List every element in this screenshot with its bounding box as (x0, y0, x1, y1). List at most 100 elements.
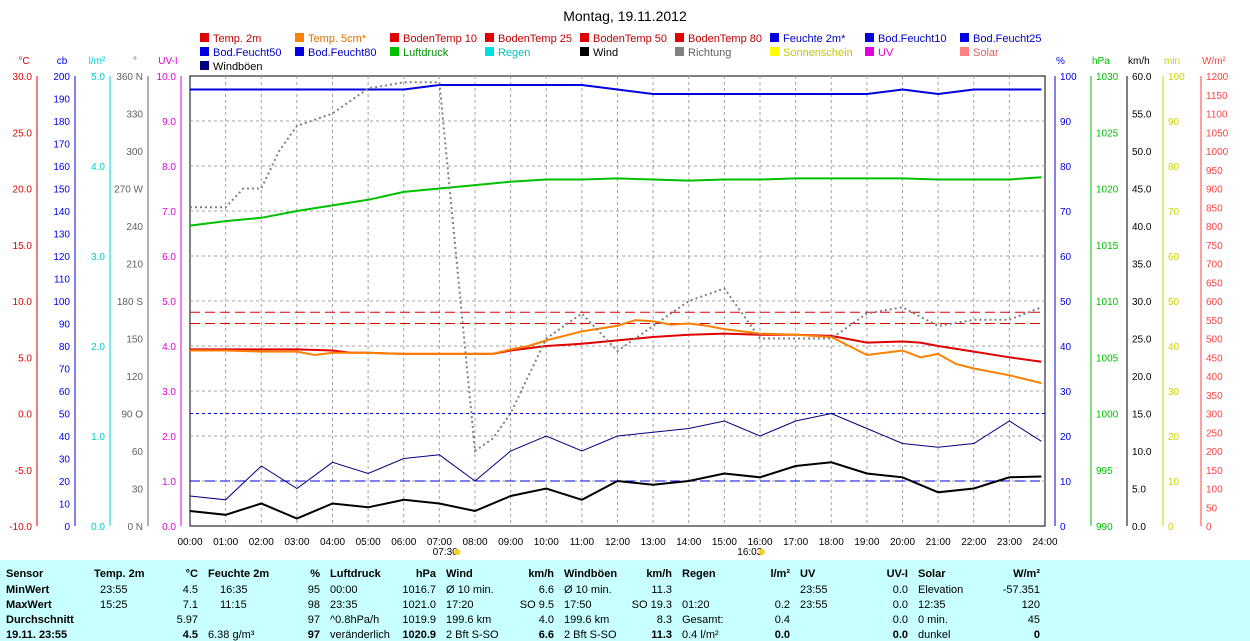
table-cell-value: 0.0 (892, 629, 908, 641)
x-tick-label: 12:00 (605, 537, 630, 548)
left-axis-tick: 20.0 (13, 185, 33, 196)
left-axis-tick: 180 S (117, 297, 143, 308)
left-axis-tick: 50 (59, 410, 71, 421)
right-axis-tick: 30 (1060, 387, 1072, 398)
right-axis-tick: 50 (1206, 503, 1218, 514)
table-cell-value: 0.4 (774, 614, 790, 626)
series-line (189, 461, 1042, 520)
right-axis-tick: 90 (1168, 117, 1180, 128)
table-header: Luftdruck (330, 568, 381, 580)
right-axis-tick: 25.0 (1132, 335, 1152, 346)
left-axis-tick: 180 (53, 117, 70, 128)
legend-label: BodenTemp 50 (593, 33, 667, 45)
right-axis-tick: 100 (1168, 72, 1185, 83)
table-header: Regen (682, 568, 716, 580)
table-cell-value: 1020.9 (402, 629, 436, 641)
table-cell-value: 8.3 (656, 614, 672, 626)
left-axis-tick: 4.0 (162, 342, 176, 353)
left-axis-tick: 150 (126, 335, 143, 346)
left-axis-tick: 60 (132, 447, 144, 458)
legend-swatch (295, 47, 304, 56)
left-axis-tick: 5.0 (91, 72, 105, 83)
table-cell-label: 01:20 (682, 599, 710, 611)
legend-label: Bod.Feucht80 (308, 47, 377, 59)
right-axis-tick: 1100 (1206, 110, 1228, 121)
left-axis-tick: 15.0 (13, 241, 33, 252)
left-axis-tick: 0.0 (162, 522, 176, 533)
left-axis-tick: 60 (59, 387, 71, 398)
table-cell-label: Elevation (918, 584, 964, 596)
right-axis-tick: 100 (1060, 72, 1077, 83)
left-axis-tick: 70 (59, 365, 71, 376)
x-tick-label: 08:00 (462, 537, 487, 548)
summary-table: Sensor Temp. 2m °C Feuchte 2m% Luftdruck hPa W… (0, 560, 1250, 641)
right-axis-tick: 40 (1060, 342, 1072, 353)
table-cell-value: 0.2 (774, 599, 790, 611)
left-axis-tick: 150 (53, 185, 70, 196)
right-axis-tick: 50 (1060, 297, 1072, 308)
right-axis-tick: 450 (1206, 353, 1223, 364)
legend-swatch (770, 47, 779, 56)
left-axis-tick: 2.0 (162, 432, 176, 443)
table-cell-value: 7.1 (182, 599, 198, 611)
left-axis-tick: 30 (132, 485, 144, 496)
legend-swatch (200, 61, 209, 70)
table-cell-label: 2 Bft S-SO (564, 629, 617, 641)
right-axis-tick: 70 (1168, 207, 1180, 218)
table-cell-label: 23:55 (100, 584, 128, 596)
left-axis-tick: 120 (53, 252, 70, 263)
right-axis-tick: 1025 (1096, 128, 1119, 139)
table-cell-value: 1016.7 (402, 584, 436, 596)
right-axis-tick: 70 (1060, 207, 1072, 218)
left-axis-unit: cb (57, 56, 68, 67)
legend-label: Temp. 5cm* (308, 33, 367, 45)
table-row-label: MinWert (6, 584, 50, 596)
table-cell-value: 97 (307, 629, 320, 641)
table-header-unit: W/m² (1013, 568, 1040, 580)
table-header-unit: % (310, 568, 320, 580)
legend-label: BodenTemp 25 (498, 33, 572, 45)
right-axis-tick: 500 (1206, 335, 1223, 346)
left-axis-tick: 0.0 (18, 410, 32, 421)
left-axis-tick: 140 (53, 207, 70, 218)
left-axis-tick: 200 (53, 72, 70, 83)
x-tick-label: 23:00 (997, 537, 1022, 548)
x-tick-label: 20:00 (890, 537, 915, 548)
legend-label: BodenTemp 10 (403, 33, 477, 45)
left-axis-tick: 330 (126, 110, 143, 121)
left-axis-tick: 80 (59, 342, 71, 353)
right-axis-tick: 40 (1168, 342, 1180, 353)
left-axis-tick: 0 N (127, 522, 143, 533)
table-header-unit: UV-I (886, 568, 908, 580)
table-cell-value: 6.6 (538, 629, 554, 641)
left-axis-unit: °C (18, 56, 29, 67)
table-header-unit: hPa (415, 568, 436, 580)
left-axis-tick: 8.0 (162, 162, 176, 173)
table-cell-label: dunkel (918, 629, 951, 641)
table-cell-label: 00:00 (330, 584, 358, 596)
right-axis-tick: 1010 (1096, 297, 1119, 308)
right-axis-tick: 850 (1206, 203, 1223, 214)
series-line (190, 81, 1042, 453)
table-header: Solar (918, 568, 946, 580)
legend-swatch (485, 47, 494, 56)
right-axis-tick: 60.0 (1132, 72, 1152, 83)
table-header-unit: °C (185, 568, 198, 580)
right-axis-tick: 650 (1206, 278, 1223, 289)
table-cell-value: SO 19.3 (631, 599, 672, 611)
left-axis-tick: 3.0 (91, 252, 105, 263)
table-cell-value: 4.0 (538, 614, 554, 626)
table-cell-label: 23:55 (800, 584, 828, 596)
left-axis-tick: 130 (53, 230, 70, 241)
table-cell-label: 23:55 (800, 599, 828, 611)
right-axis-tick: 1200 (1206, 72, 1229, 83)
right-axis-tick: 50 (1168, 297, 1180, 308)
legend-label: Richtung (688, 47, 731, 59)
table-cell-value: 0.0 (892, 584, 908, 596)
legend-label: Luftdruck (403, 47, 449, 59)
table-cell-label: 17:20 (446, 599, 474, 611)
right-axis-tick: 1050 (1206, 128, 1229, 139)
right-axis-tick: 10 (1168, 477, 1180, 488)
table-cell-label: veränderlich (330, 629, 390, 641)
table-header: Temp. 2m (94, 568, 145, 580)
